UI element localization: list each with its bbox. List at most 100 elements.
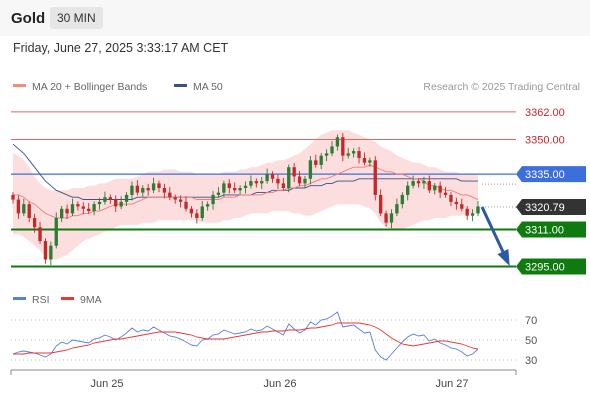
ma20-line [13, 164, 479, 219]
candle-body [157, 183, 161, 188]
price-label-last_price: 3320.79 [516, 198, 586, 215]
candle [222, 180, 226, 197]
chart-header: Gold 30 MIN [0, 0, 590, 36]
rsi-series-rsi [12, 311, 479, 361]
candle [59, 206, 64, 223]
price-label-box [516, 258, 586, 275]
research-credit: Research © 2025 Trading Central [423, 81, 580, 93]
candle [135, 180, 140, 196]
legend-swatch-0 [13, 84, 26, 87]
candle-body [449, 194, 453, 202]
candle-body [303, 178, 307, 184]
candle-body [222, 183, 226, 193]
candle-body [416, 181, 421, 184]
candle [141, 185, 145, 197]
candle-body [97, 201, 102, 205]
price-label-support: 3311.00 [516, 221, 586, 238]
candle-body [411, 181, 415, 186]
instrument-title: Gold [11, 10, 46, 27]
candle-body [16, 199, 21, 214]
candle-body [460, 204, 464, 209]
candle [292, 163, 296, 182]
candle-body [70, 204, 75, 214]
candle [173, 194, 177, 204]
candle-body [389, 213, 394, 223]
candle-body [270, 174, 275, 179]
candle [168, 187, 172, 200]
rsi-tick-50: 50 [525, 335, 537, 347]
candle [308, 156, 313, 185]
candle [119, 196, 123, 210]
candle-body [238, 188, 242, 191]
interval-badge[interactable]: 30 MIN [50, 7, 103, 29]
candle [216, 187, 221, 198]
candle [335, 134, 340, 151]
rsi-legend: RSI 9MA [13, 294, 102, 306]
candle-body [81, 206, 85, 209]
candle [65, 204, 69, 219]
candle [233, 182, 237, 194]
candle [92, 201, 96, 216]
candle [81, 202, 85, 215]
candle [476, 200, 480, 217]
candle-body [433, 185, 437, 191]
price-label-box [516, 198, 586, 215]
candle [205, 201, 210, 211]
candle [460, 198, 464, 212]
candle [70, 198, 75, 217]
candle [351, 148, 356, 158]
candle-body [243, 185, 248, 188]
candle-body [254, 181, 258, 184]
candle-body [341, 137, 345, 156]
projection [480, 206, 510, 267]
candle-body [11, 194, 15, 200]
candle-body [368, 160, 372, 163]
candle-body [276, 178, 280, 184]
price-label-resistance: 3362.00 [525, 107, 565, 119]
candle-body [400, 194, 404, 205]
candle-body [319, 155, 323, 165]
candle [449, 192, 453, 206]
candle [362, 152, 367, 166]
price-label-text: 3350.00 [525, 135, 565, 147]
candle-body [357, 151, 361, 158]
x-tick-label-1: Jun 26 [263, 378, 296, 390]
candle-body [54, 218, 58, 246]
candle [162, 183, 167, 199]
price-label-text: 3335.00 [525, 169, 565, 181]
candle-body [178, 199, 183, 202]
candle [276, 174, 280, 189]
candle [427, 175, 432, 194]
candle [270, 171, 275, 183]
price-level-labels: 3362.00 3350.00 3335.00 3320.79 3311.00 3295.… [516, 107, 586, 275]
candle-body [114, 199, 118, 207]
candle [49, 241, 53, 266]
candle-body [324, 153, 329, 156]
candle [368, 157, 372, 167]
candle-body [249, 181, 253, 186]
rsi-tick-30: 30 [525, 355, 537, 367]
candle [314, 154, 318, 168]
candle-body [168, 192, 172, 198]
candle [324, 149, 329, 162]
candle-body [49, 245, 53, 260]
price-levels [11, 111, 516, 268]
candle-body [335, 137, 340, 147]
candle-body [476, 206, 480, 214]
candle [416, 178, 421, 188]
candle [97, 197, 102, 210]
candle-body [184, 201, 188, 209]
candle [189, 206, 194, 218]
candle [378, 189, 383, 217]
x-tick-label-2: Jun 27 [435, 378, 468, 390]
candle [238, 185, 242, 195]
candle-body [103, 197, 107, 202]
candle-body [216, 192, 221, 195]
candle-body [211, 194, 215, 205]
chart-timestamp: Friday, June 27, 2025 3:33:17 AM CET [13, 41, 229, 55]
candle-body [189, 208, 194, 214]
moving-averages [12, 143, 479, 219]
candle-body [76, 204, 80, 207]
rsi-panel: 70 50 30 [11, 311, 537, 367]
legend-label-1: MA 50 [193, 81, 223, 93]
